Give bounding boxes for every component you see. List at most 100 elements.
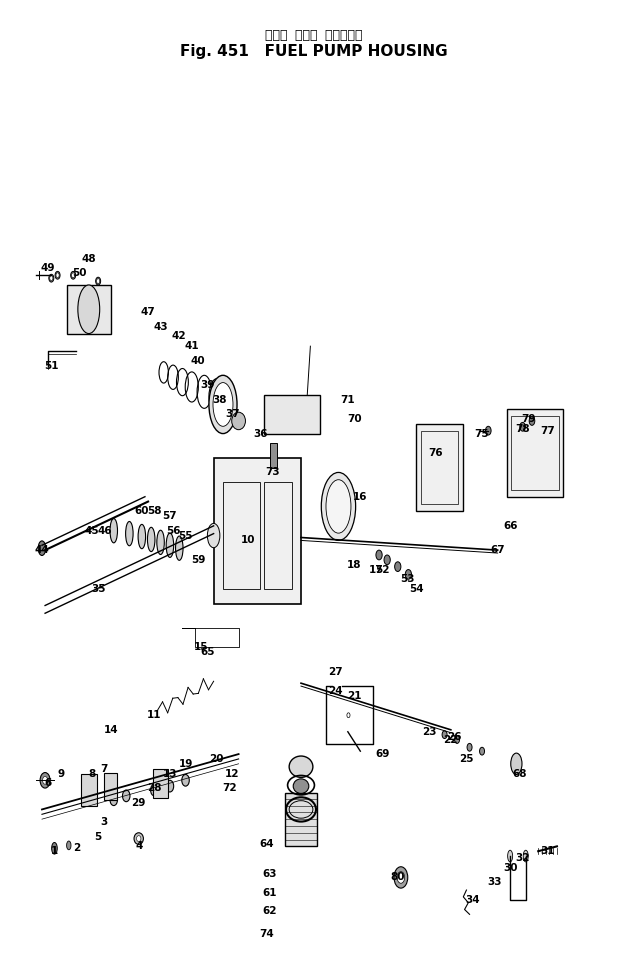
Text: 33: 33	[487, 878, 502, 887]
Ellipse shape	[485, 427, 491, 435]
Text: 7: 7	[101, 764, 108, 773]
Ellipse shape	[384, 555, 390, 565]
Text: 52: 52	[375, 565, 389, 575]
Bar	[270, 443, 277, 468]
Ellipse shape	[208, 523, 220, 547]
Text: 69: 69	[375, 749, 389, 759]
Text: 50: 50	[72, 268, 87, 279]
Bar	[416, 424, 463, 511]
Text: 47: 47	[140, 307, 155, 318]
Text: Fig. 451   FUEL PUMP HOUSING: Fig. 451 FUEL PUMP HOUSING	[180, 45, 447, 59]
Ellipse shape	[508, 850, 513, 862]
Ellipse shape	[134, 833, 144, 844]
Text: 53: 53	[400, 575, 414, 584]
Bar	[67, 285, 110, 333]
Ellipse shape	[326, 480, 351, 533]
Text: 21: 21	[347, 691, 361, 701]
Bar	[512, 416, 559, 490]
Ellipse shape	[137, 836, 141, 842]
Ellipse shape	[293, 779, 309, 794]
Ellipse shape	[78, 285, 100, 333]
Ellipse shape	[321, 472, 356, 541]
Text: 39: 39	[200, 380, 214, 390]
Ellipse shape	[150, 784, 158, 796]
Text: 80: 80	[391, 873, 405, 882]
Bar	[153, 768, 169, 798]
Text: 12: 12	[225, 768, 240, 778]
Text: 16: 16	[353, 492, 367, 502]
Bar	[285, 793, 317, 846]
Ellipse shape	[110, 794, 117, 805]
Text: 19: 19	[178, 759, 192, 768]
Text: 72: 72	[222, 783, 236, 793]
Bar	[507, 409, 563, 497]
Ellipse shape	[166, 780, 174, 792]
Bar	[421, 431, 458, 505]
Text: 67: 67	[490, 545, 505, 555]
Text: 58: 58	[147, 506, 162, 516]
Ellipse shape	[122, 790, 130, 802]
Text: 76: 76	[428, 448, 443, 458]
Text: 44: 44	[34, 545, 50, 555]
Text: 41: 41	[184, 341, 199, 352]
Text: 73: 73	[266, 468, 280, 477]
Text: 59: 59	[191, 555, 205, 565]
Text: 5: 5	[95, 832, 102, 842]
Text: 18: 18	[347, 560, 361, 570]
Text: 71: 71	[340, 394, 355, 404]
Text: 75: 75	[475, 429, 489, 438]
Ellipse shape	[110, 518, 117, 543]
Ellipse shape	[209, 375, 237, 433]
Text: 29: 29	[132, 798, 146, 807]
Bar	[223, 482, 260, 589]
Text: 54: 54	[409, 584, 424, 594]
Bar	[214, 458, 301, 604]
Ellipse shape	[55, 272, 60, 280]
Ellipse shape	[511, 753, 522, 774]
Bar	[263, 394, 320, 433]
Text: 8: 8	[88, 768, 95, 778]
Ellipse shape	[376, 550, 382, 560]
Text: 48: 48	[82, 254, 96, 264]
Ellipse shape	[66, 841, 71, 849]
Ellipse shape	[176, 536, 183, 560]
Ellipse shape	[394, 867, 408, 888]
Ellipse shape	[520, 423, 525, 431]
Text: 20: 20	[209, 754, 224, 764]
Text: 49: 49	[41, 264, 55, 274]
Text: 64: 64	[260, 840, 274, 849]
Ellipse shape	[529, 417, 535, 426]
Text: 32: 32	[515, 853, 530, 863]
Text: 30: 30	[503, 863, 517, 873]
Ellipse shape	[71, 273, 75, 278]
Ellipse shape	[467, 743, 472, 751]
Text: 24: 24	[328, 686, 343, 696]
Ellipse shape	[71, 272, 76, 280]
Text: フェル ポンプ ハウジング: フェル ポンプ ハウジング	[265, 29, 362, 42]
Ellipse shape	[480, 747, 485, 755]
Ellipse shape	[397, 872, 404, 883]
Text: 25: 25	[459, 754, 473, 764]
Text: 3: 3	[101, 817, 108, 827]
Text: 66: 66	[503, 521, 517, 531]
Ellipse shape	[56, 273, 59, 278]
Ellipse shape	[96, 278, 101, 285]
Text: 28: 28	[147, 783, 162, 793]
Text: 56: 56	[166, 526, 181, 536]
Ellipse shape	[442, 730, 447, 738]
Text: 40: 40	[191, 356, 205, 366]
Text: 60: 60	[135, 506, 149, 516]
Text: 65: 65	[200, 647, 214, 657]
Ellipse shape	[50, 276, 53, 281]
Ellipse shape	[138, 524, 145, 548]
Text: 31: 31	[540, 846, 555, 856]
Ellipse shape	[49, 275, 54, 282]
Text: 26: 26	[446, 731, 461, 741]
Text: 38: 38	[213, 394, 227, 404]
Text: 22: 22	[443, 734, 458, 744]
Text: 37: 37	[225, 409, 240, 419]
Bar	[81, 774, 97, 805]
Ellipse shape	[182, 774, 189, 786]
Text: 9: 9	[57, 768, 64, 778]
Text: 70: 70	[347, 414, 361, 424]
